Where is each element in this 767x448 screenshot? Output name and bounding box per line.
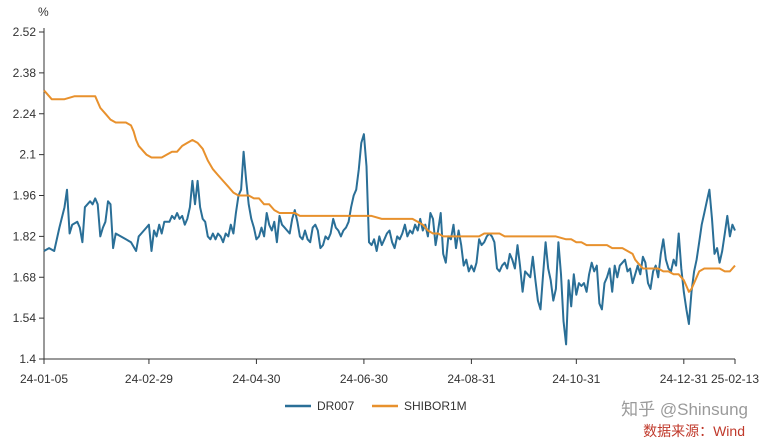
x-tick-label: 24-12-31 — [660, 372, 708, 386]
series-line-dr007 — [43, 133, 736, 346]
x-tick-label: 24-08-31 — [447, 372, 495, 386]
legend: DR007 SHIBOR1M — [285, 399, 467, 413]
y-tick-label: 2.38 — [13, 66, 37, 80]
watermark-text: 知乎 @Shinsung — [621, 400, 748, 419]
series-layer — [43, 89, 736, 346]
y-axis-ticks: 1.4 1.54 1.68 1.82 1.96 2.1 2.24 2.38 2.52 — [13, 25, 44, 366]
axes-layer — [43, 28, 735, 360]
x-axis-ticks: 24-01-05 24-02-29 24-04-30 24-06-30 24-08-31… — [20, 359, 759, 386]
legend-label-shibor1m: SHIBOR1M — [404, 399, 467, 413]
x-tick-label: 24-06-30 — [340, 372, 388, 386]
y-tick-label: 1.82 — [13, 229, 37, 243]
y-tick-label: 1.54 — [13, 311, 37, 325]
y-tick-label: 1.4 — [19, 352, 36, 366]
y-tick-label: 1.68 — [13, 270, 37, 284]
x-tick-label: 25-02-13 — [711, 372, 759, 386]
series-line-shibor1m — [43, 89, 736, 293]
x-tick-label: 24-10-31 — [552, 372, 600, 386]
x-tick-label: 24-04-30 — [232, 372, 280, 386]
y-tick-label: 2.1 — [19, 148, 36, 162]
x-tick-label: 24-02-29 — [125, 372, 173, 386]
legend-label-dr007: DR007 — [317, 399, 355, 413]
y-tick-label: 1.96 — [13, 189, 37, 203]
y-tick-label: 2.52 — [13, 25, 37, 39]
y-tick-label: 2.24 — [13, 107, 37, 121]
x-tick-label: 24-01-05 — [20, 372, 68, 386]
y-axis-unit-label: % — [38, 5, 49, 19]
data-source-note: 数据来源：Wind — [643, 423, 745, 439]
